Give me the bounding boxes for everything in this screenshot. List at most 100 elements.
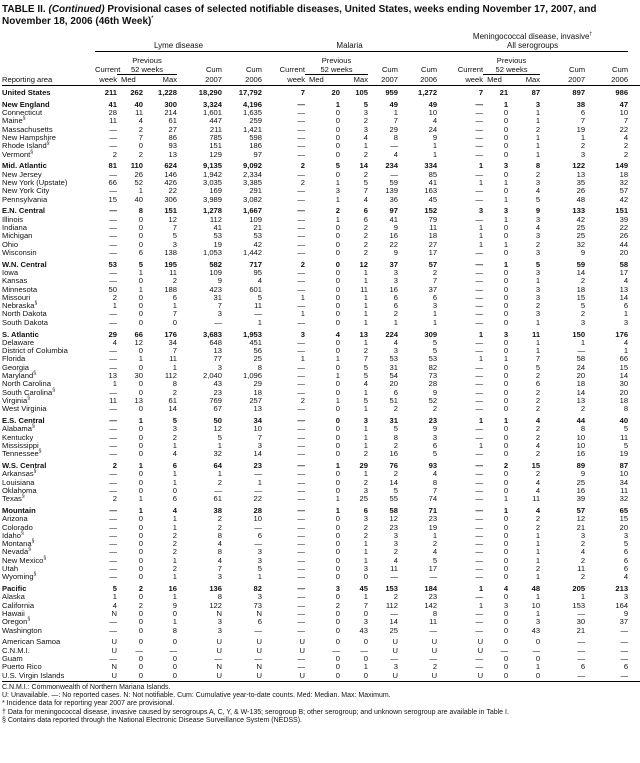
- reporting-area: Pennsylvania: [2, 195, 95, 204]
- cell-value: 29: [359, 460, 368, 470]
- cell-value: 10: [253, 424, 262, 434]
- cell-value: 3,989: [202, 194, 222, 204]
- cell-value: 20: [331, 88, 340, 97]
- cell-value: 109: [209, 267, 222, 277]
- cell-value: 5: [363, 99, 368, 109]
- cell-value: 0: [503, 116, 509, 126]
- cell-value: 64: [213, 460, 222, 470]
- table-row: Idaho§ — 0 2 8 6 — 0 2 3 1 — 0 1 3 3: [2, 531, 640, 540]
- cell-value: 3: [623, 317, 629, 327]
- area-name: Montana: [2, 539, 32, 549]
- cell-value: 1: [172, 477, 177, 487]
- cell-value: —: [109, 415, 117, 425]
- cell-value: 32: [619, 177, 629, 187]
- cell-value: 1: [478, 584, 484, 594]
- cell-value: 52: [134, 177, 143, 187]
- cell-value: 22: [253, 494, 262, 504]
- area-name: Wyoming: [2, 572, 34, 582]
- cell-value: 3: [535, 617, 541, 627]
- cell-value: 0: [138, 362, 143, 372]
- cell-value: 7: [217, 301, 222, 311]
- cell-value: 7: [172, 222, 177, 232]
- cell-value: 5: [172, 415, 177, 425]
- cell-value: 6: [363, 505, 368, 515]
- cell-value: 7: [363, 354, 368, 364]
- cell-value: 150: [572, 329, 586, 339]
- cell-value: 9: [623, 609, 629, 619]
- cell-value: 24: [576, 362, 586, 372]
- cell-value: 6: [432, 440, 438, 450]
- cell-value: 0: [503, 539, 509, 549]
- cell-value: 3: [623, 592, 629, 602]
- area-name: District of Columbia: [2, 346, 68, 356]
- cell-value: 0: [503, 108, 509, 118]
- cell-value: 8: [432, 609, 438, 619]
- cell-value: 1: [172, 522, 177, 532]
- title-prefix: TABLE II.: [2, 4, 49, 15]
- cell-value: —: [297, 267, 305, 277]
- cell-value: 15: [619, 514, 629, 524]
- cell-value: 211: [104, 88, 117, 97]
- cell-value: 9: [217, 276, 222, 286]
- cell-value: 23: [428, 592, 438, 602]
- cell-value: 43: [531, 625, 541, 635]
- cell-value: 58: [576, 354, 586, 364]
- cell-value: 133: [572, 206, 586, 216]
- cell-value: —: [475, 654, 484, 663]
- cell-value: 0: [335, 108, 340, 118]
- area-name: Alaska: [2, 592, 25, 602]
- cell-value: 79: [428, 214, 438, 224]
- cell-value: U: [431, 637, 438, 647]
- cell-value: 1: [503, 505, 509, 515]
- cell-value: 601: [249, 284, 262, 294]
- cell-value: 0: [335, 625, 340, 635]
- cell-value: 5: [432, 449, 438, 459]
- cell-value: 1: [580, 592, 586, 602]
- cell-value: 2: [432, 662, 438, 672]
- cell-value: —: [475, 99, 484, 109]
- cell-value: 0: [503, 432, 509, 442]
- group-header: Meningococcal disease, invasive† All sero…: [437, 32, 629, 52]
- cell-value: 26: [576, 186, 586, 196]
- cell-value: —: [297, 539, 305, 549]
- cell-value: 82: [428, 362, 438, 372]
- cell-value: 0: [335, 379, 340, 389]
- cell-value: 18: [619, 169, 629, 179]
- cell-value: —: [532, 645, 541, 655]
- cell-value: —: [109, 124, 117, 134]
- cell-value: —: [475, 547, 484, 557]
- cell-value: 0: [503, 379, 509, 389]
- cell-value: 986: [615, 88, 629, 97]
- reporting-area: Alaska: [2, 593, 95, 601]
- cell-value: 5: [623, 424, 629, 434]
- area-name: Rhode Island: [2, 141, 47, 151]
- cell-value: 257: [249, 395, 262, 405]
- cell-value: 87: [531, 88, 541, 97]
- group-title: Meningococcal disease, invasive†: [437, 32, 628, 41]
- cell-value: 211: [209, 124, 222, 134]
- reporting-area: United States: [2, 85, 95, 97]
- area-name: Florida: [2, 354, 26, 364]
- cell-value: 8: [393, 432, 398, 442]
- cell-value: —: [297, 239, 305, 249]
- cell-value: 1: [478, 329, 484, 339]
- cell-value: 81: [108, 161, 117, 171]
- cell-value: 0: [335, 169, 340, 179]
- cell-value: 6: [623, 564, 629, 574]
- cell-value: —: [297, 600, 305, 610]
- cell-value: 0: [335, 231, 340, 241]
- cell-value: 56: [253, 346, 262, 356]
- cell-value: 3: [535, 309, 541, 319]
- cell-value: 11: [254, 301, 262, 311]
- group-header: Lyme disease: [95, 32, 262, 52]
- cell-value: —: [254, 539, 262, 549]
- year-2006-header: 2006: [222, 74, 262, 86]
- cell-value: 2: [300, 161, 305, 171]
- cell-value: 3: [393, 267, 398, 277]
- cell-value: 4: [535, 415, 541, 425]
- cell-value: —: [109, 214, 117, 224]
- cell-value: 13: [134, 395, 143, 405]
- cell-value: 11: [532, 329, 541, 339]
- cell-value: 13: [253, 404, 262, 414]
- reporting-area: Puerto Rico: [2, 663, 95, 671]
